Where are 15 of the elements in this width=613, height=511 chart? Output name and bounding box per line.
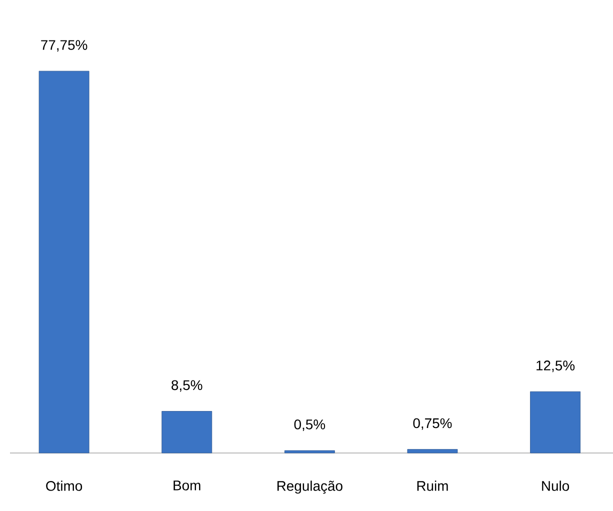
data-label: 12,5% xyxy=(536,360,575,372)
data-label: 0,75% xyxy=(413,418,452,430)
bar xyxy=(530,391,580,454)
bar xyxy=(284,450,335,454)
x-tick-label: Regulação xyxy=(277,480,342,494)
x-tick-label: Bom xyxy=(174,480,200,490)
x-tick-label: Nulo xyxy=(542,480,570,491)
data-label: 8,5% xyxy=(172,380,202,392)
x-tick-label: Ruim xyxy=(417,480,448,491)
data-label: 0,5% xyxy=(294,419,326,432)
bar xyxy=(38,70,90,454)
data-label: 77,75% xyxy=(41,40,88,52)
x-tick-label: Otimo xyxy=(46,480,82,491)
bar xyxy=(407,449,458,454)
bar xyxy=(162,411,212,454)
